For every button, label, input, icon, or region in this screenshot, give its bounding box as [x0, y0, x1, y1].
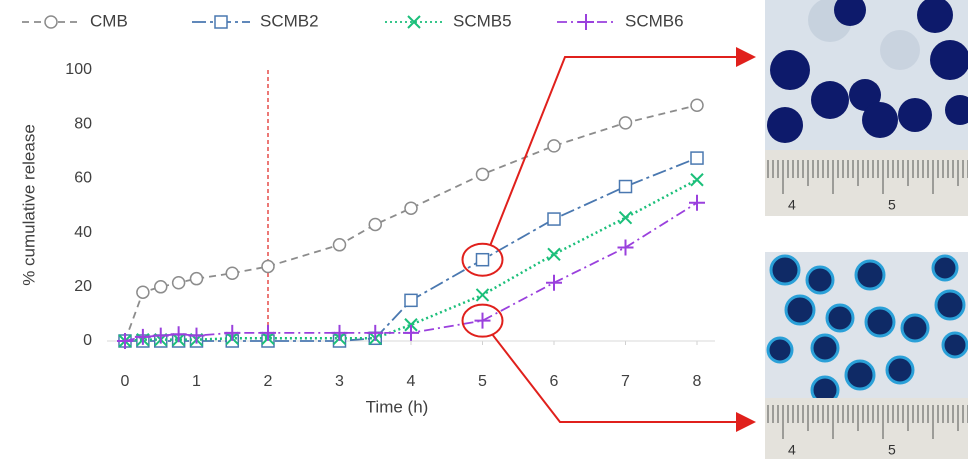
photo-top: 456 [765, 0, 968, 216]
photo-bottom: 456 [765, 252, 968, 459]
legend-label: SCMB2 [260, 11, 319, 30]
x-axis-title: Time (h) [366, 397, 429, 416]
marker [620, 181, 632, 193]
marker [477, 254, 489, 266]
ruler-label: 5 [888, 442, 896, 458]
ruler-label: 4 [788, 197, 796, 213]
marker [689, 195, 705, 211]
marker [620, 117, 632, 129]
marker [215, 16, 227, 28]
y-axis-title: % cumulative release [19, 124, 38, 286]
marker [548, 140, 560, 152]
marker [262, 260, 274, 272]
marker [548, 248, 560, 260]
legend-label: SCMB5 [453, 11, 512, 30]
marker [334, 239, 346, 251]
marker [137, 286, 149, 298]
marker [405, 294, 417, 306]
x-tick-label: 8 [693, 373, 702, 390]
x-tick-label: 1 [192, 373, 201, 390]
x-tick-label: 4 [407, 373, 416, 390]
marker [369, 218, 381, 230]
marker [548, 213, 560, 225]
legend-label: SCMB6 [625, 11, 684, 30]
marker [403, 325, 419, 341]
series-line [125, 158, 697, 341]
marker [546, 275, 562, 291]
legend-label: CMB [90, 11, 128, 30]
x-tick-label: 0 [121, 373, 130, 390]
y-tick-label: 100 [65, 61, 92, 78]
marker [475, 313, 491, 329]
marker [477, 289, 489, 301]
y-tick-label: 80 [74, 115, 92, 132]
marker [477, 168, 489, 180]
y-tick-label: 60 [74, 170, 92, 187]
marker [191, 273, 203, 285]
x-tick-label: 7 [621, 373, 630, 390]
marker [405, 202, 417, 214]
marker [408, 16, 420, 28]
x-tick-label: 3 [335, 373, 344, 390]
marker [155, 281, 167, 293]
marker [691, 174, 703, 186]
x-tick-label: 2 [264, 373, 273, 390]
x-tick-label: 6 [550, 373, 559, 390]
ruler-label: 4 [788, 442, 796, 458]
x-tick-label: 5 [478, 373, 487, 390]
callout-arrow [491, 57, 753, 245]
marker [691, 99, 703, 111]
y-tick-label: 20 [74, 278, 92, 295]
marker [691, 152, 703, 164]
figure: % cumulative release Time (h) 456 456 02… [0, 0, 968, 459]
marker [578, 14, 594, 30]
y-tick-label: 40 [74, 224, 92, 241]
marker [620, 212, 632, 224]
marker [226, 267, 238, 279]
y-tick-label: 0 [83, 332, 92, 349]
marker [173, 277, 185, 289]
ruler-label: 5 [888, 197, 896, 213]
marker [618, 240, 634, 256]
series-line [125, 203, 697, 341]
marker [45, 16, 57, 28]
